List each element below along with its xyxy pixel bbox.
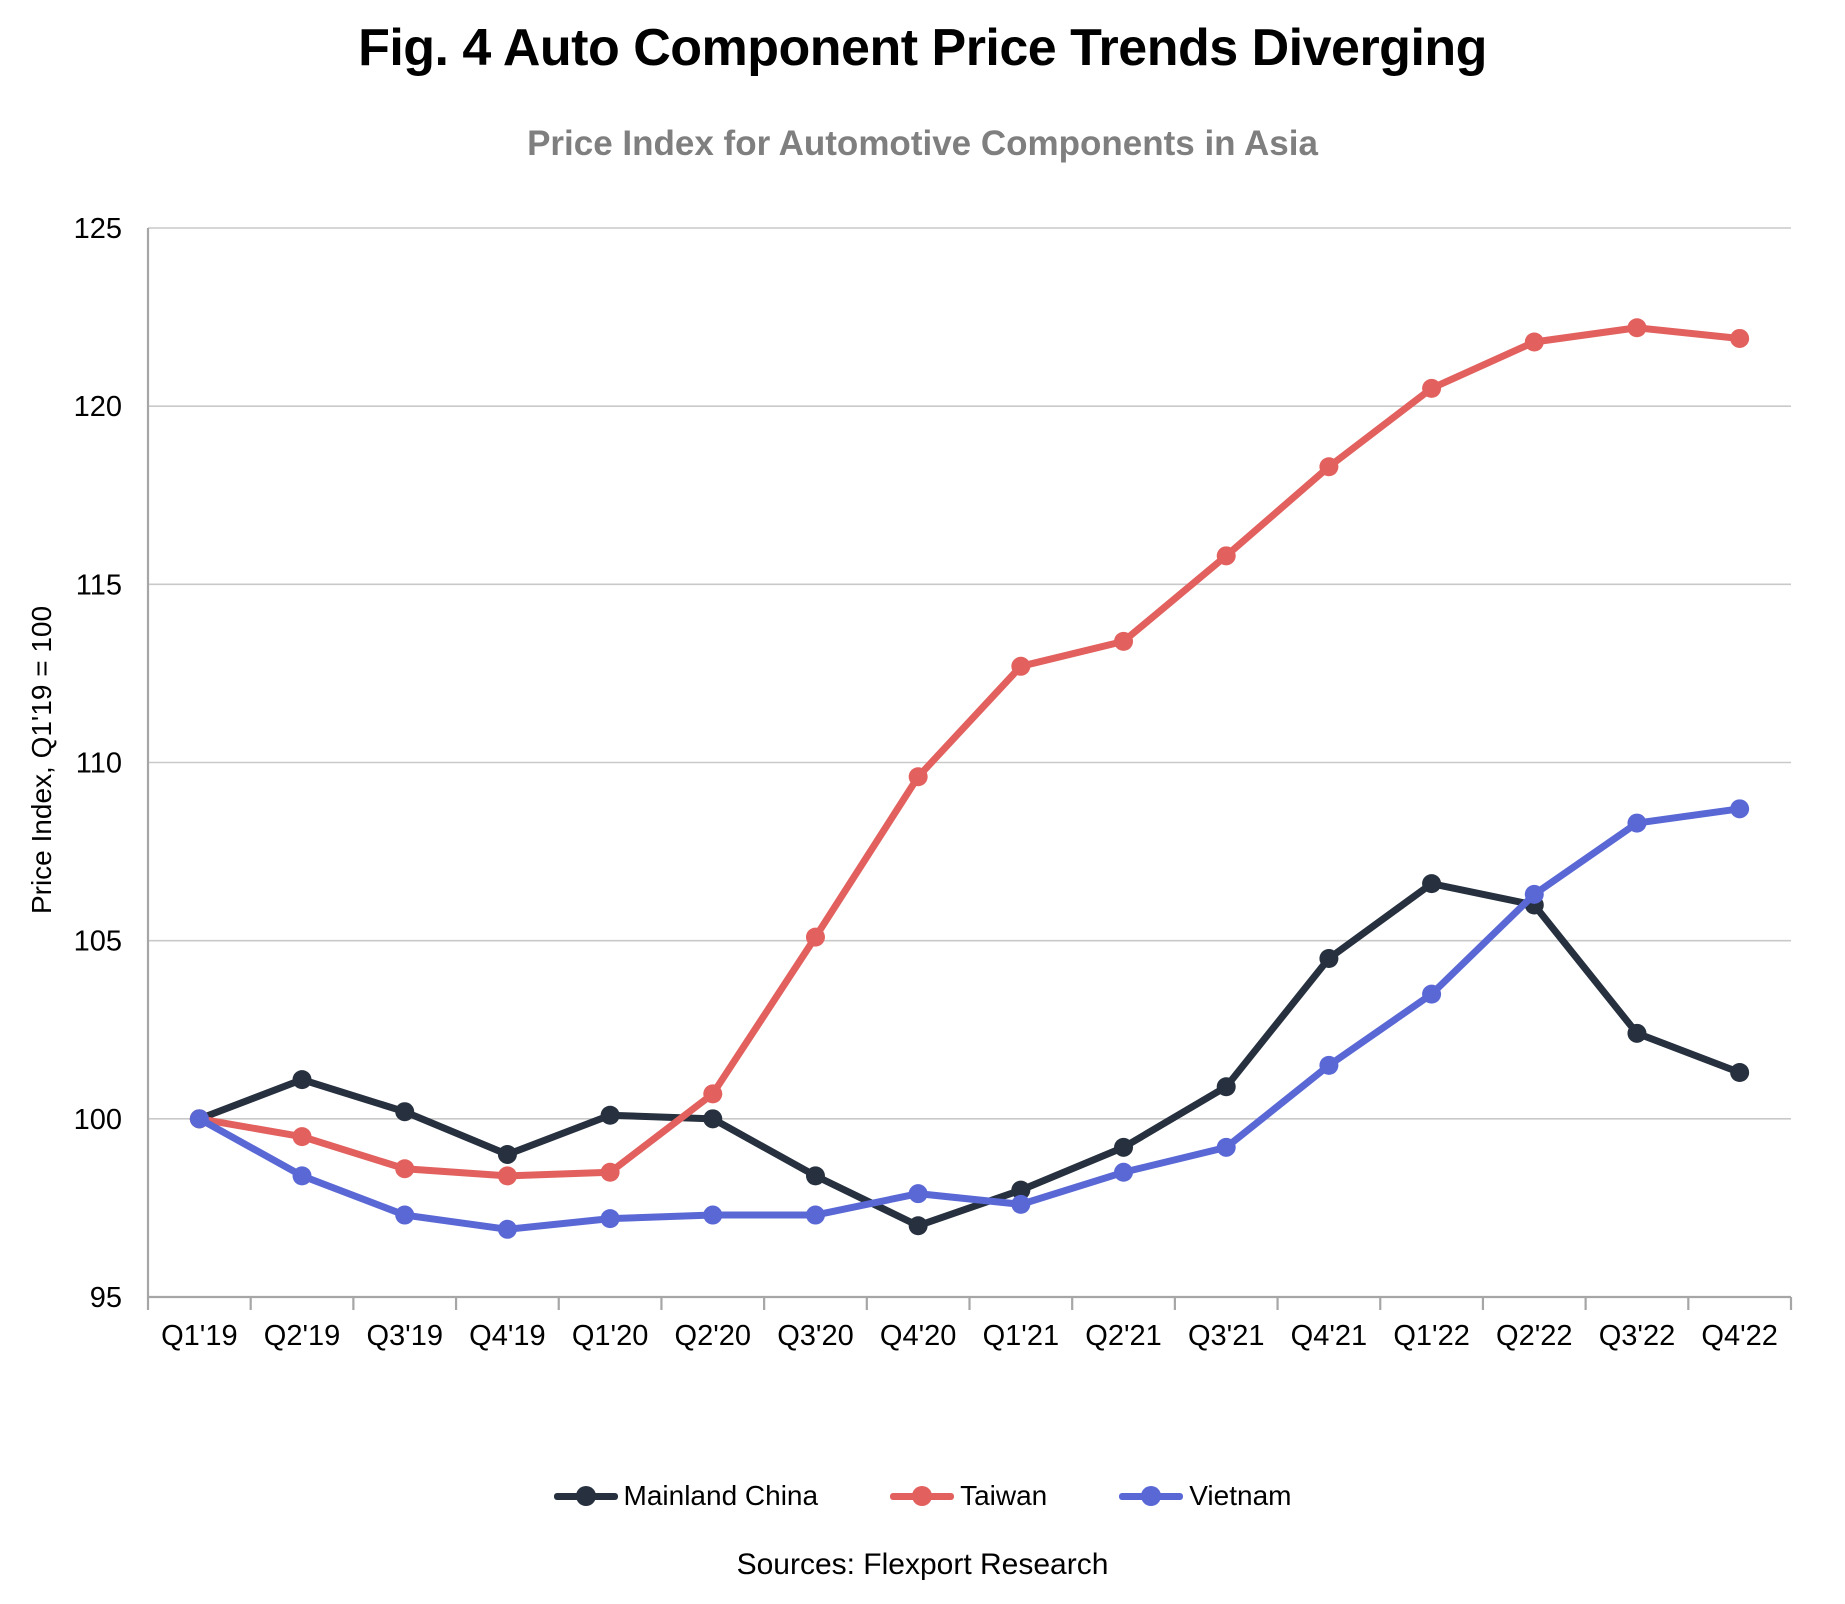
series-point: [703, 1205, 723, 1225]
x-tick-label: Q1'21: [983, 1320, 1059, 1352]
series-point: [1216, 1137, 1236, 1157]
series-point: [1524, 332, 1544, 352]
series-point: [395, 1102, 415, 1122]
legend-marker-dot: [1141, 1486, 1162, 1506]
series-point: [600, 1209, 620, 1229]
series-point: [1422, 378, 1442, 398]
series-point: [805, 1205, 825, 1225]
legend-item: Mainland China: [553, 1480, 819, 1512]
legend-label: Taiwan: [960, 1480, 1048, 1511]
legend-marker-dot: [912, 1486, 933, 1506]
y-tick-label: 100: [74, 1104, 122, 1136]
figure-subtitle: Price Index for Automotive Components in…: [527, 124, 1318, 163]
series-point: [805, 1166, 825, 1186]
legend-marker-line: [1119, 1486, 1184, 1506]
series-point: [1422, 984, 1442, 1004]
x-tick-label: Q3'21: [1188, 1320, 1264, 1352]
series-point: [497, 1166, 517, 1186]
series-point: [1422, 874, 1442, 894]
x-tick-label: Q4'19: [469, 1320, 545, 1352]
y-tick-label: 110: [76, 748, 122, 780]
series-point: [805, 927, 825, 947]
series-point: [1114, 631, 1134, 651]
x-tick-label: Q3'19: [366, 1320, 442, 1352]
series-point: [600, 1105, 620, 1125]
x-tick-label: Q2'22: [1496, 1320, 1572, 1352]
series-point: [908, 1216, 928, 1236]
series-point: [1319, 1055, 1339, 1075]
x-tick-label: Q2'19: [264, 1320, 340, 1352]
legend-marker-line: [890, 1486, 955, 1506]
x-tick-label: Q4'20: [880, 1320, 956, 1352]
series-point: [703, 1084, 723, 1104]
series-point: [395, 1205, 415, 1225]
x-tick-label: Q2'21: [1085, 1320, 1161, 1352]
y-tick-label: 125: [74, 213, 122, 245]
x-tick-label: Q2'20: [675, 1320, 751, 1352]
series-point: [1730, 328, 1750, 348]
series-point: [1524, 884, 1544, 904]
legend-item: Vietnam: [1119, 1480, 1291, 1512]
series-point: [497, 1144, 517, 1164]
series-point: [1114, 1162, 1134, 1182]
legend-item: Taiwan: [890, 1480, 1047, 1512]
series-point: [1114, 1137, 1134, 1157]
y-tick-label: 120: [74, 391, 122, 423]
series-point: [292, 1070, 312, 1090]
x-tick-label: Q4'22: [1701, 1320, 1777, 1352]
series-line: [195, 324, 1744, 1180]
legend: Mainland China Taiwan Vietnam: [0, 1480, 1845, 1512]
y-tick-label: 95: [90, 1282, 122, 1314]
x-tick-label: Q4'21: [1291, 1320, 1367, 1352]
x-tick-label: Q3'22: [1599, 1320, 1675, 1352]
series-point: [1319, 457, 1339, 477]
series-point: [908, 1184, 928, 1204]
series-point: [395, 1159, 415, 1179]
series-point: [600, 1162, 620, 1182]
series-point: [1011, 1180, 1031, 1200]
x-tick-label: Q1'19: [161, 1320, 237, 1352]
legend-marker-line: [553, 1486, 618, 1506]
series-point: [908, 767, 928, 787]
series-point: [189, 1109, 209, 1129]
series-line: [195, 880, 1744, 1230]
x-tick-label: Q3'20: [777, 1320, 853, 1352]
series-point: [1011, 656, 1031, 676]
y-tick-label: 115: [76, 569, 122, 601]
legend-label: Vietnam: [1189, 1480, 1292, 1511]
series-point: [1216, 1077, 1236, 1097]
legend-marker-dot: [575, 1486, 596, 1506]
line-chart: 95 100 105 110 115 120 125 Q1'19 Q2'19 Q3'19 Q4'19…: [74, 213, 1793, 1352]
series-point: [1627, 318, 1647, 338]
series-point: [292, 1166, 312, 1186]
series-point: [1627, 813, 1647, 833]
series-point: [1730, 1063, 1750, 1083]
legend-label: Mainland China: [623, 1480, 819, 1511]
series-point: [1319, 948, 1339, 968]
series-point: [1011, 1194, 1031, 1214]
y-tick-label: 105: [74, 926, 122, 958]
series-point: [1730, 799, 1750, 819]
series-point: [292, 1127, 312, 1147]
series-line: [195, 805, 1744, 1233]
series-point: [1216, 546, 1236, 566]
figure-title: Fig. 4 Auto Component Price Trends Diver…: [358, 19, 1487, 77]
series-point: [1627, 1023, 1647, 1043]
source-note: Sources: Flexport Research: [736, 1548, 1109, 1581]
x-tick-label: Q1'20: [572, 1320, 648, 1352]
series-point: [703, 1109, 723, 1129]
x-tick-label: Q1'22: [1393, 1320, 1469, 1352]
series-point: [497, 1219, 517, 1239]
